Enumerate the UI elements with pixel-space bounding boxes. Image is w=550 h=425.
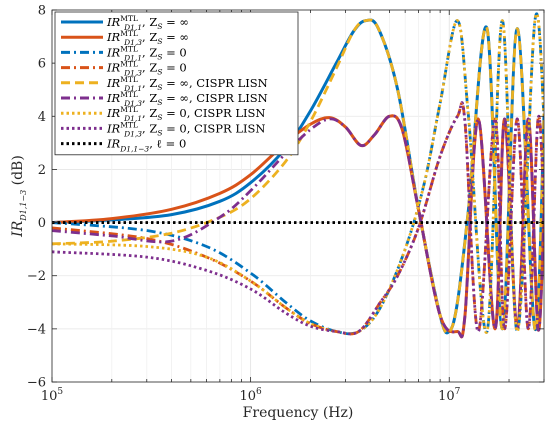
- x-tick-label: 105: [41, 387, 64, 404]
- y-tick-label: −6: [27, 376, 46, 391]
- legend-label: IRMTL D1,1, ZS = ∞: [106, 14, 189, 32]
- legend-label: IRMTL D1,3, ZS = ∞: [106, 29, 189, 47]
- x-axis-title: Frequency (Hz): [243, 405, 354, 421]
- legend-label: IRMTL D1,1, ZS = 0, CISPR LISN: [106, 105, 265, 123]
- series-line-3: [52, 12, 544, 336]
- legend-label: IRMTL D1,3, ZS = 0: [106, 60, 187, 78]
- legend-label: IRMTL D1,3, ZS = ∞, CISPR LISN: [106, 90, 268, 108]
- y-axis-title: IRD1,1−3 (dB): [10, 155, 28, 238]
- legend: IRMTL D1,1, ZS = ∞IRMTL D1,3, ZS = ∞IRMTL D…: [54, 11, 299, 156]
- x-tick-label: 107: [438, 387, 461, 404]
- legend-label: IRMTL D1,3, ZS = 0, CISPR LISN: [106, 120, 265, 138]
- series-line-6: [52, 114, 544, 339]
- series-line-5: [52, 18, 544, 335]
- y-tick-label: 0: [38, 216, 46, 231]
- legend-label: IRMTL D1,1, ZS = 0: [106, 44, 187, 62]
- legend-label: IRD1,1−3, ℓ = 0: [106, 137, 186, 154]
- y-tick-label: −4: [27, 322, 46, 337]
- x-tick-label: 106: [239, 387, 262, 404]
- y-tick-label: 8: [38, 4, 46, 19]
- y-tick-label: 2: [38, 163, 46, 178]
- legend-label: IRMTL D1,1, ZS = ∞, CISPR LISN: [106, 75, 268, 93]
- axis-ticks: −6 −4 −2 0 2 4 6 8 105 106 107: [27, 4, 545, 404]
- series-layer: [52, 12, 544, 339]
- y-tick-label: −2: [27, 269, 46, 284]
- y-tick-label: 4: [38, 110, 46, 125]
- series-line-8: [52, 101, 544, 336]
- series-line-7: [52, 12, 544, 336]
- y-tick-label: 6: [38, 57, 46, 72]
- plot-frame: [51, 9, 545, 383]
